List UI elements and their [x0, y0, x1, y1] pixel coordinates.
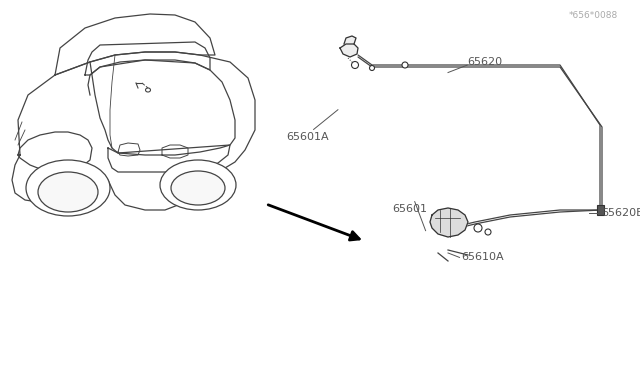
Text: 65601A: 65601A: [286, 132, 328, 142]
Polygon shape: [430, 208, 468, 237]
Ellipse shape: [402, 62, 408, 68]
Polygon shape: [344, 36, 356, 44]
Bar: [597, 205, 604, 215]
Ellipse shape: [145, 88, 150, 92]
Ellipse shape: [369, 65, 374, 71]
Text: 65601: 65601: [392, 204, 427, 214]
Ellipse shape: [38, 172, 98, 212]
Ellipse shape: [160, 160, 236, 210]
Polygon shape: [340, 44, 358, 57]
Ellipse shape: [485, 229, 491, 235]
Text: 65610A: 65610A: [461, 253, 504, 262]
Text: *656*0088: *656*0088: [568, 12, 618, 20]
Text: 65620: 65620: [467, 58, 502, 67]
Ellipse shape: [171, 171, 225, 205]
Ellipse shape: [474, 224, 482, 232]
Ellipse shape: [26, 160, 110, 216]
Text: 65620B: 65620B: [602, 208, 640, 218]
Ellipse shape: [351, 61, 358, 68]
